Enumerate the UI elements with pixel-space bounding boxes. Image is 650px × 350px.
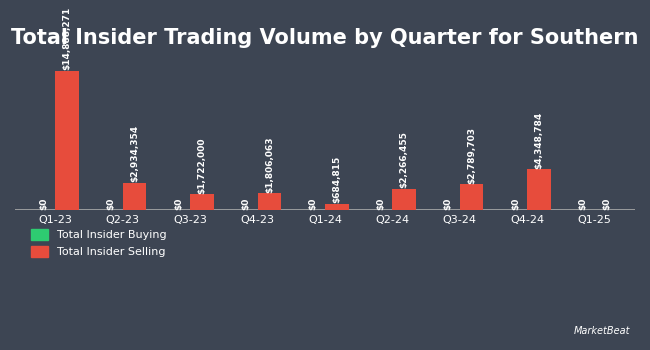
Text: $1,806,063: $1,806,063 [265, 136, 274, 193]
Text: $0: $0 [174, 198, 183, 210]
Bar [393, 189, 416, 210]
Title: Total Insider Trading Volume by Quarter for Southern: Total Insider Trading Volume by Quarter … [11, 28, 639, 48]
Text: $0: $0 [376, 198, 385, 210]
Bar [55, 71, 79, 210]
Text: $0: $0 [309, 198, 318, 210]
Text: $684,815: $684,815 [332, 156, 341, 203]
Text: $14,888,271: $14,888,271 [63, 7, 72, 70]
Text: $1,722,000: $1,722,000 [198, 137, 207, 194]
Text: $0: $0 [107, 198, 116, 210]
Legend: Total Insider Buying, Total Insider Selling: Total Insider Buying, Total Insider Sell… [27, 224, 171, 261]
Bar [190, 194, 214, 210]
Text: $0: $0 [443, 198, 452, 210]
Text: $0: $0 [39, 198, 48, 210]
Bar [257, 193, 281, 210]
Text: $0: $0 [578, 198, 587, 210]
Text: $0: $0 [241, 198, 250, 210]
Text: $0: $0 [511, 198, 520, 210]
Text: $2,266,455: $2,266,455 [400, 132, 409, 188]
Text: $0: $0 [602, 198, 611, 210]
Text: $2,789,703: $2,789,703 [467, 127, 476, 183]
Bar [460, 184, 484, 210]
Bar [123, 183, 146, 210]
Text: MarketBeat: MarketBeat [574, 326, 630, 336]
Text: $4,348,784: $4,348,784 [534, 112, 543, 169]
Text: $2,934,354: $2,934,354 [130, 125, 139, 182]
Bar [527, 169, 551, 210]
Bar [325, 204, 348, 210]
